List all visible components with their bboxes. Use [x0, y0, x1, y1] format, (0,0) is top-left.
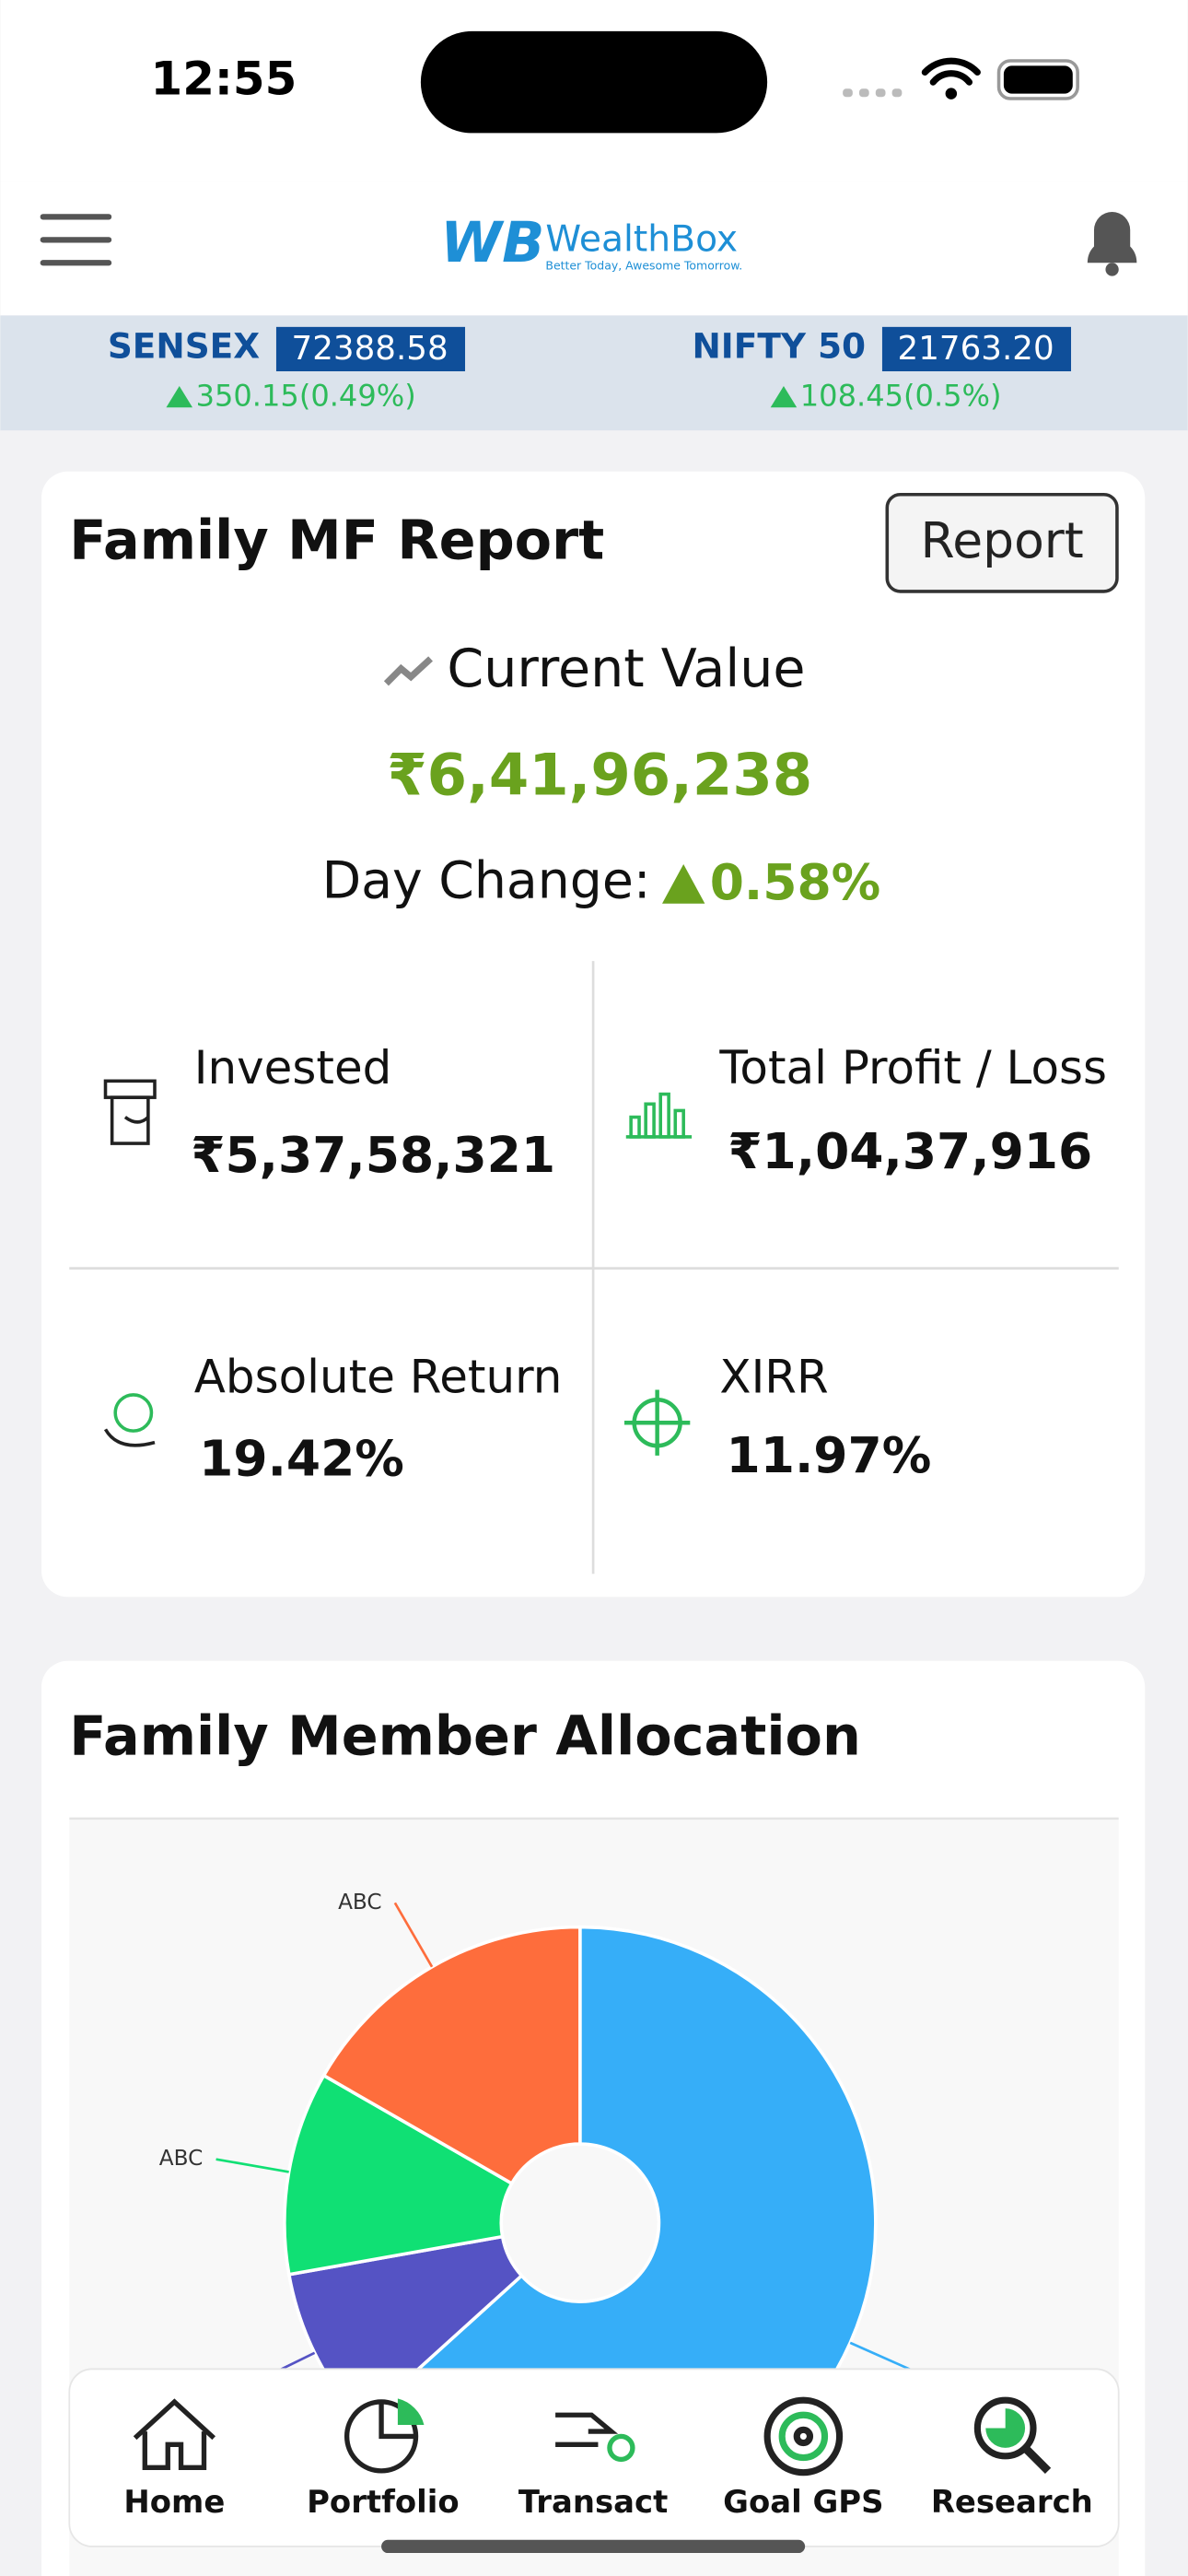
nav-item[interactable]: Research: [931, 2484, 1093, 2520]
index-name: NIFTY 50: [692, 326, 866, 367]
stat-value: ₹5,37,58,321: [191, 1126, 555, 1184]
up-arrow: [662, 863, 705, 904]
nav-item[interactable]: Portfolio: [307, 2484, 460, 2520]
report-button-label: Report: [920, 511, 1083, 569]
current-value: ₹6,41,96,238: [387, 741, 812, 808]
home-icon: [133, 2398, 216, 2470]
slice-label: ABC: [159, 2146, 204, 2171]
bell-clapper: [1105, 263, 1119, 276]
index-value-box: [881, 326, 1072, 371]
invested-icon: [103, 1079, 157, 1145]
wifi-dot: [945, 88, 958, 100]
leader-line: [849, 2341, 919, 2374]
up-arrow: [166, 386, 193, 408]
stat-label: Absolute Return: [194, 1350, 563, 1403]
card-title: Family MF Report: [69, 508, 604, 571]
pie-slice: [283, 2073, 515, 2277]
stat-label: Invested: [194, 1041, 392, 1095]
card-title: Family Member Allocation: [69, 1704, 861, 1767]
signal: [843, 88, 903, 98]
brand: WealthBox: [545, 219, 738, 261]
dynamic-island: [420, 30, 768, 134]
research-icon: [973, 2396, 1052, 2475]
transact-icon: [555, 2412, 635, 2463]
trend-icon: [383, 656, 433, 686]
current-value-label: Current Value: [447, 638, 805, 699]
slice-label: ABC: [338, 1890, 382, 1914]
stat-value: ₹1,04,37,916: [728, 1122, 1092, 1180]
goal-icon: [763, 2396, 844, 2476]
battery-level: [1003, 65, 1073, 94]
battery: [996, 59, 1079, 100]
stat-label: Total Profit / Loss: [718, 1041, 1107, 1095]
index-change: 350.15(0.49%): [196, 379, 416, 414]
header: [0, 181, 1188, 316]
nav-item[interactable]: Transact: [518, 2484, 668, 2520]
leader-line: [393, 1902, 434, 1968]
day-change-label: Day Change:: [322, 851, 651, 910]
time: 12:55: [150, 53, 297, 106]
index-value: 21763.20: [898, 330, 1054, 368]
portfolio-icon: [344, 2398, 425, 2474]
stat-value: 11.97%: [727, 1426, 932, 1484]
leader-line: [215, 2158, 289, 2173]
day-change: 0.58%: [710, 853, 881, 911]
report-button[interactable]: [885, 492, 1119, 593]
menu-button[interactable]: [40, 214, 112, 266]
profit-icon: [625, 1092, 693, 1139]
stat-label: XIRR: [719, 1350, 828, 1403]
index-change: 108.45(0.5%): [800, 379, 1002, 414]
wifi: [921, 57, 981, 86]
pie-slice: [321, 1925, 582, 2186]
index-value: 72388.58: [292, 330, 448, 368]
return-icon: [103, 1393, 156, 1447]
index-value-box: [275, 326, 466, 371]
logo-mark: WB: [440, 211, 544, 275]
up-arrow: [770, 386, 798, 408]
index-name: SENSEX: [108, 326, 260, 367]
stat-value: 19.42%: [199, 1430, 404, 1488]
home-indicator: [381, 2539, 806, 2554]
nav-item[interactable]: Home: [123, 2484, 225, 2520]
xirr-icon: [623, 1389, 691, 1456]
nav-item[interactable]: Goal GPS: [723, 2484, 883, 2520]
tagline: Better Today, Awesome Tomorrow.: [545, 258, 742, 272]
notifications[interactable]: [1087, 212, 1137, 263]
